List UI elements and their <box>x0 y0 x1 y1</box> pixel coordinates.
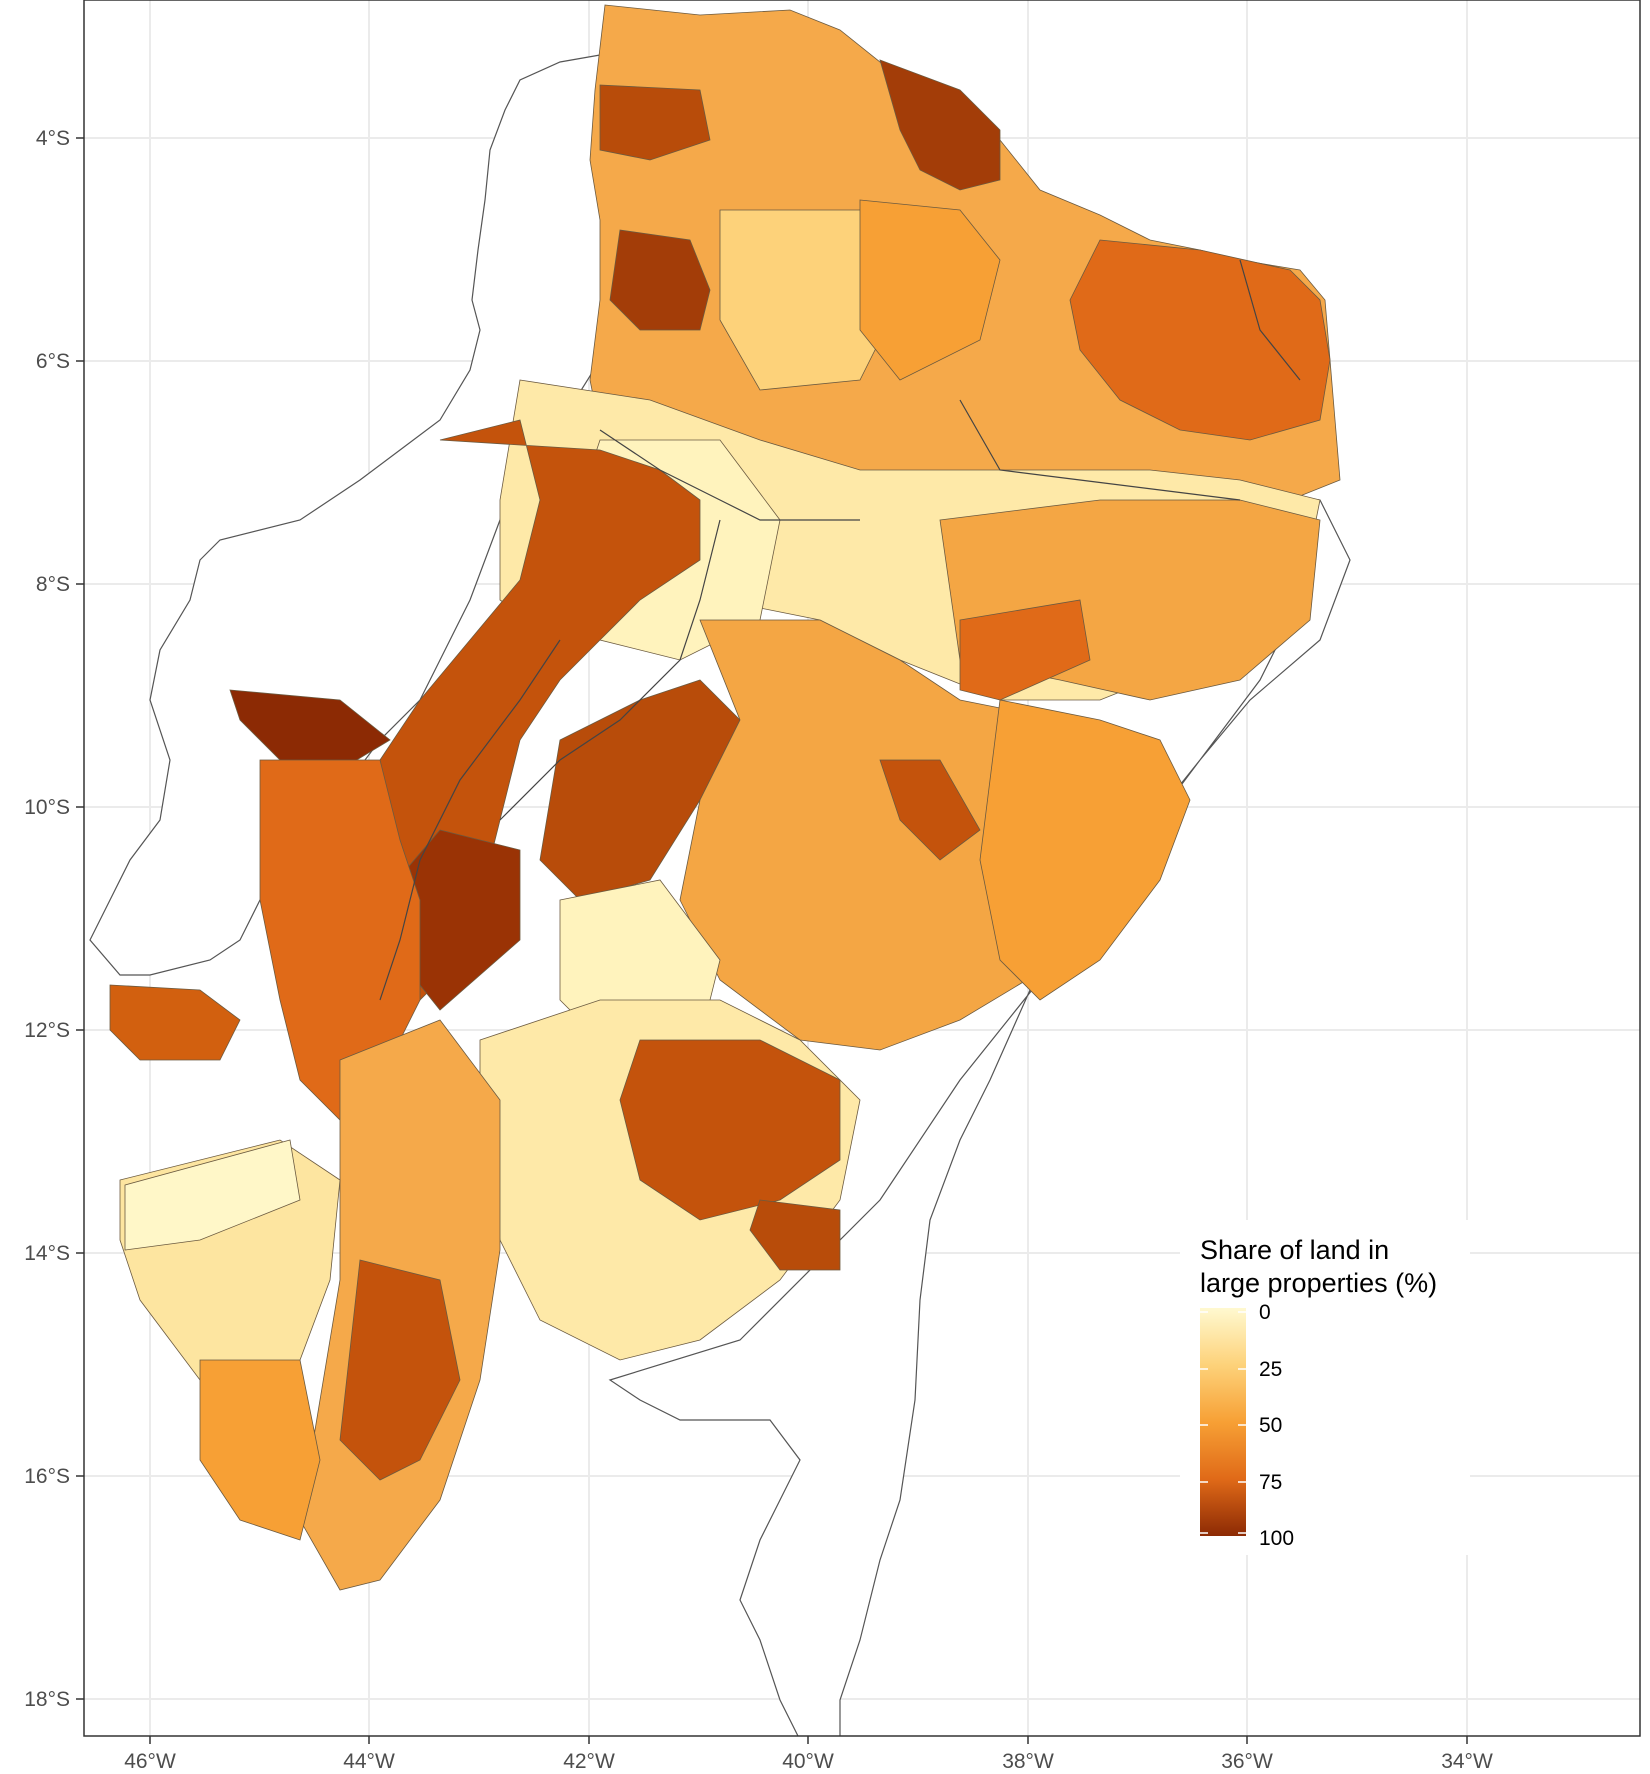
panel-frame <box>83 0 1641 1737</box>
region-south-dark <box>619 1039 841 1221</box>
x-tick-label: 44°W <box>343 1750 395 1773</box>
legend-tick-label: 100 <box>1259 1527 1294 1550</box>
x-tick-label: 36°W <box>1221 1750 1273 1773</box>
axis-tick-marks <box>76 137 1468 1744</box>
legend-tick-label: 25 <box>1259 1358 1282 1381</box>
region-fortaleza-darkest <box>879 59 1001 191</box>
y-tick-label: 8°S <box>36 573 70 596</box>
municipalities <box>109 4 1341 1591</box>
y-tick-label: 10°S <box>24 796 70 819</box>
region-pe-dark <box>959 599 1091 701</box>
legend-tick-label: 50 <box>1259 1414 1282 1437</box>
y-tick-label: 18°S <box>24 1688 70 1711</box>
x-tick-label: 34°W <box>1441 1750 1493 1773</box>
x-tick-label: 42°W <box>563 1750 615 1773</box>
region-far-sw-lightest <box>124 1139 301 1251</box>
legend: Share of land in large properties (%) 0 … <box>1180 1220 1470 1555</box>
region-chapada-dark <box>879 759 981 861</box>
region-nw-ceara-dark <box>609 229 711 331</box>
region-central-ceara <box>859 199 1001 381</box>
region-parnaiba-dark <box>599 84 711 161</box>
state-boundaries <box>379 259 1301 1001</box>
x-tick-label: 46°W <box>124 1750 176 1773</box>
y-tick-label: 4°S <box>36 127 70 150</box>
y-tick-label: 6°S <box>36 350 70 373</box>
region-sw-dark <box>339 1259 461 1481</box>
region-ne-coast-dark <box>1069 239 1331 441</box>
x-tick-label: 40°W <box>782 1750 834 1773</box>
region-sw-mid <box>199 1359 321 1541</box>
legend-tick-label: 75 <box>1259 1471 1282 1494</box>
legend-colorbar <box>1200 1308 1246 1536</box>
x-tick-label: 38°W <box>1002 1750 1054 1773</box>
region-east-coast <box>979 699 1191 1001</box>
y-tick-label: 14°S <box>24 1242 70 1265</box>
legend-tick-label: 0 <box>1259 1301 1271 1324</box>
y-tick-label: 12°S <box>24 1019 70 1042</box>
legend-title-line2: large properties (%) <box>1200 1268 1437 1298</box>
region-south-darkest <box>749 1199 841 1271</box>
legend-title-line1: Share of land in <box>1200 1235 1389 1265</box>
y-tick-label: 16°S <box>24 1465 70 1488</box>
region-far-west <box>109 984 241 1061</box>
